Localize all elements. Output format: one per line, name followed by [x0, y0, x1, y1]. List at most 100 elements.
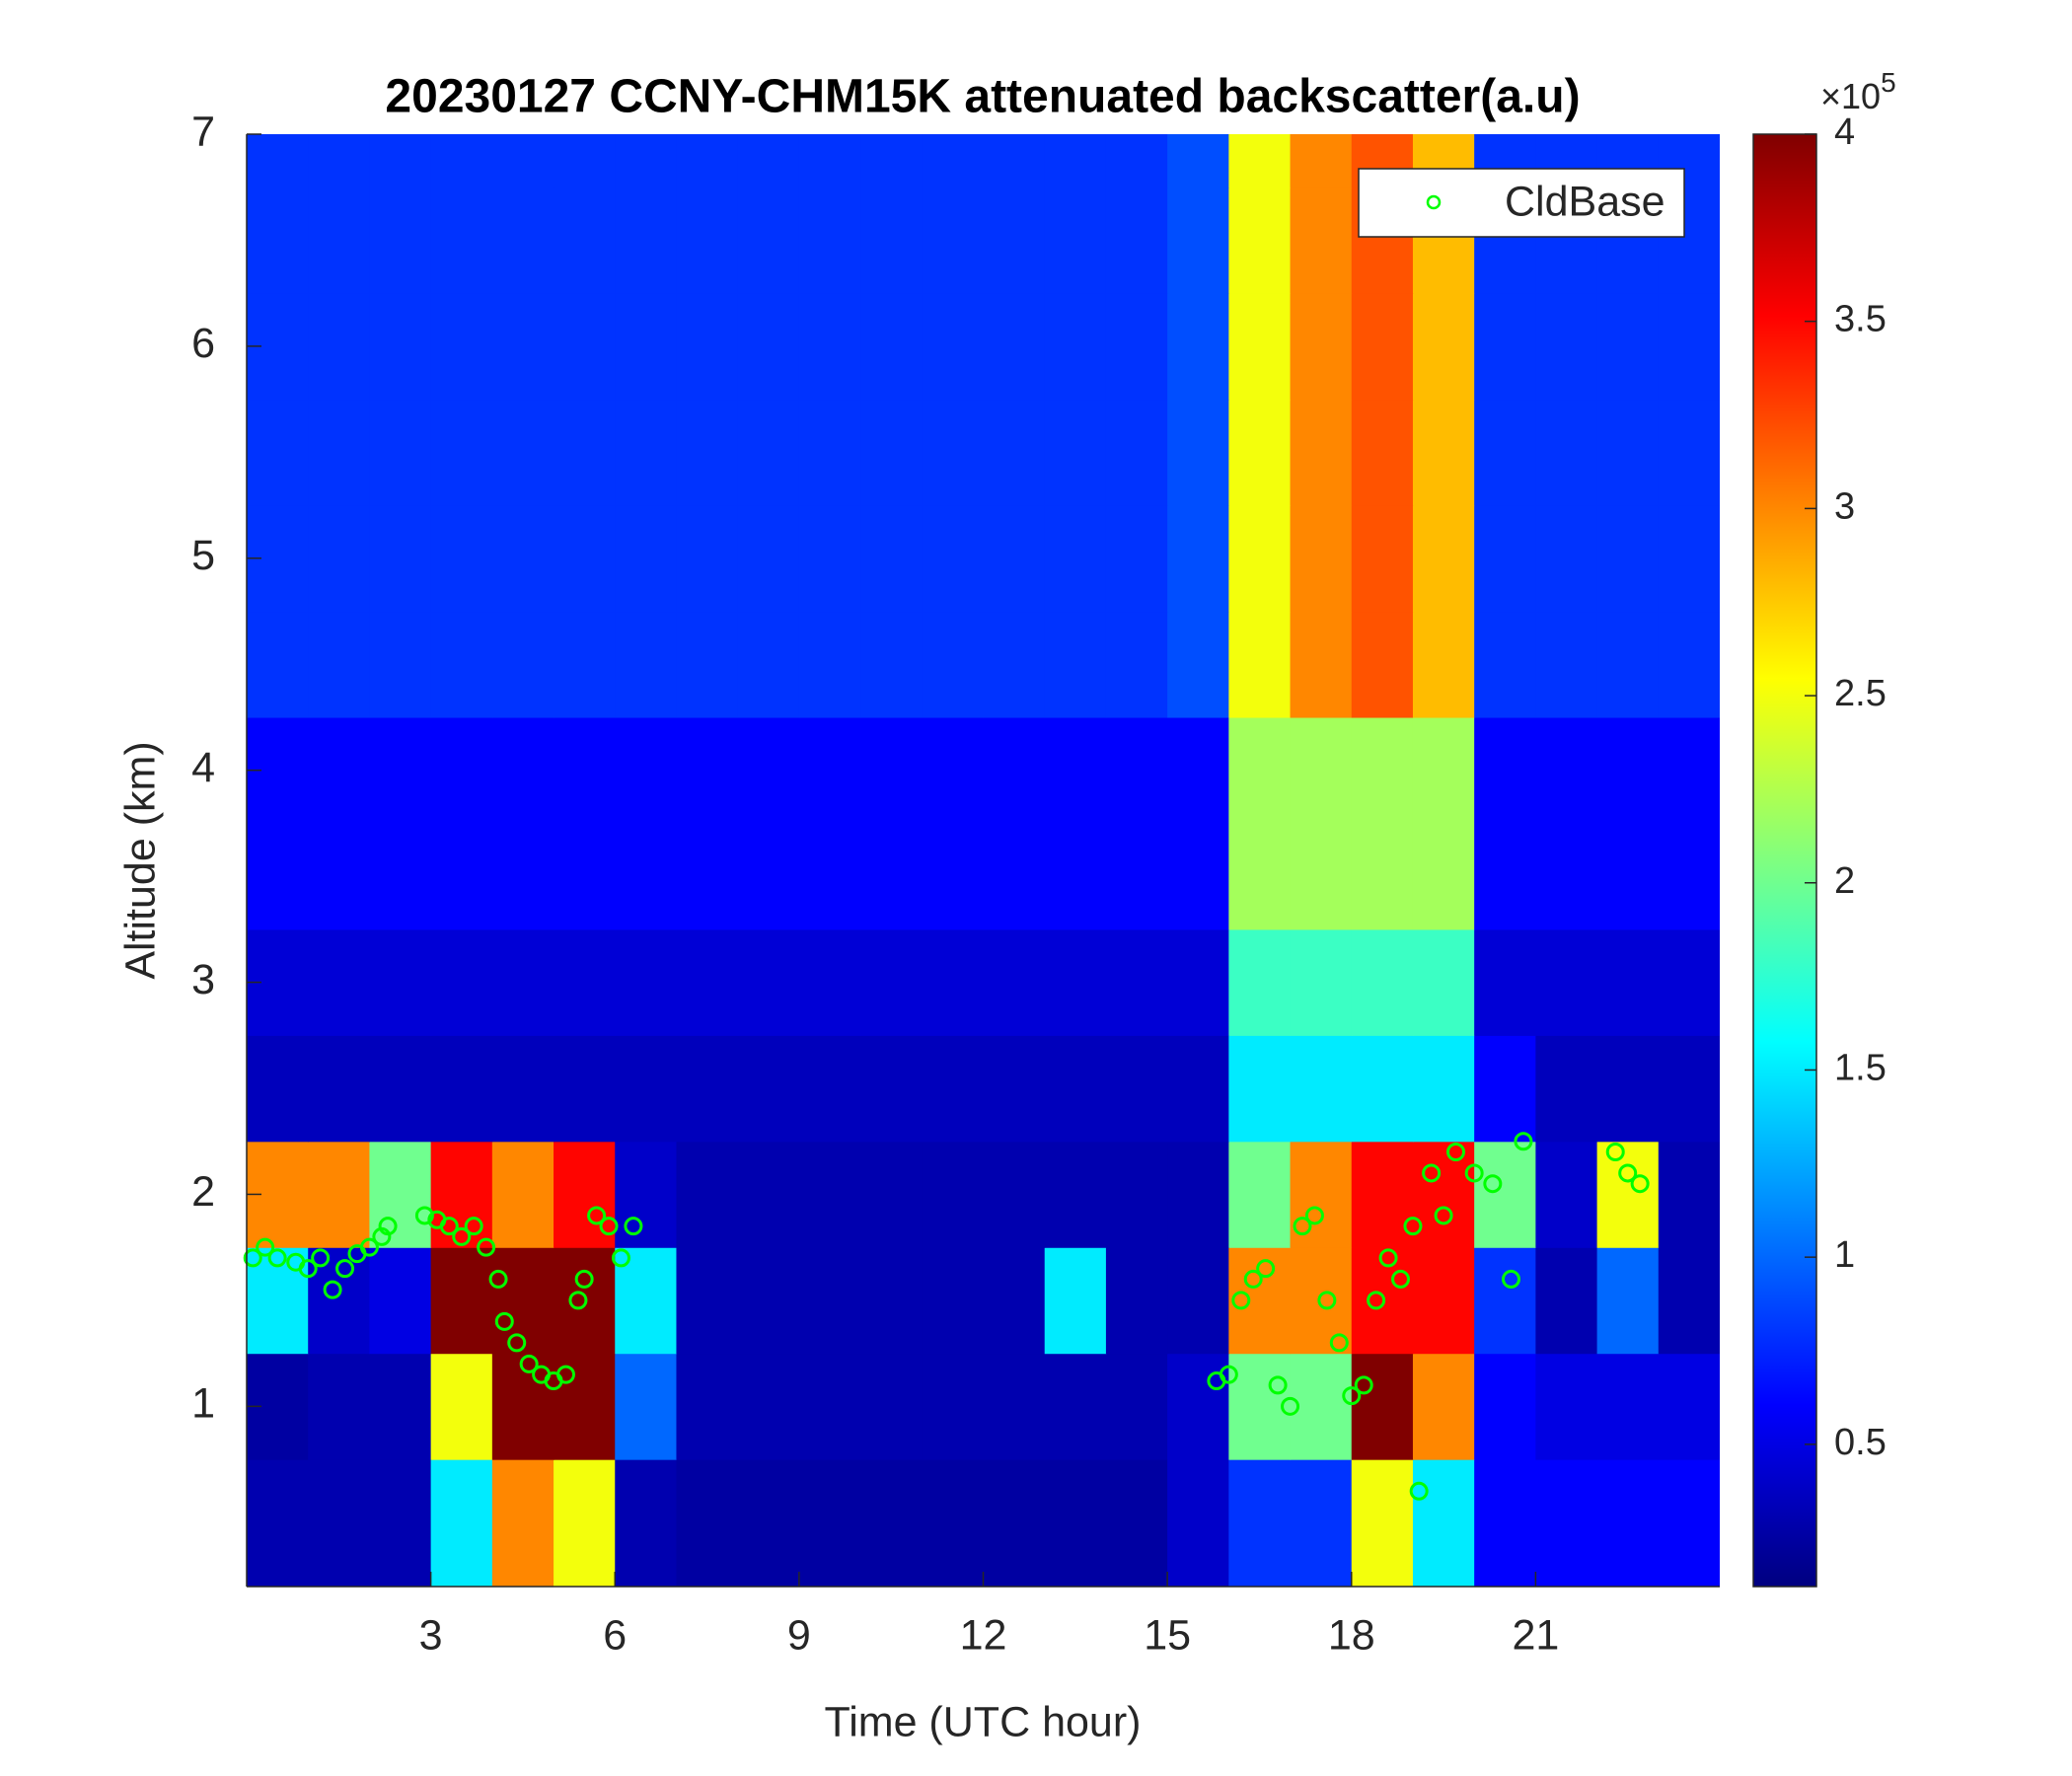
heat-cell: [1290, 186, 1353, 294]
heat-cell: [860, 1141, 923, 1248]
heat-cell: [1228, 505, 1292, 613]
heat-cell: [1535, 611, 1598, 718]
heat-cell: [676, 1035, 739, 1143]
multiplier-base: ×10: [1820, 76, 1881, 116]
heat-cell: [491, 716, 555, 824]
heat-cell: [430, 1459, 493, 1587]
heat-cell: [615, 399, 678, 506]
heat-cell: [676, 928, 739, 1036]
heat-cell: [1412, 611, 1475, 718]
heat-cell: [1596, 611, 1660, 718]
heat-cell: [1105, 1035, 1168, 1143]
heat-cell: [798, 716, 861, 824]
colorbar-tick-label: 1: [1834, 1234, 1855, 1276]
heat-cell: [860, 611, 923, 718]
heat-cell: [860, 134, 923, 188]
heat-cell: [1596, 928, 1660, 1036]
heat-cell: [247, 823, 309, 930]
heat-cell: [1228, 716, 1292, 824]
heat-cell: [798, 611, 861, 718]
heat-cell: [1290, 1247, 1353, 1355]
heat-cell: [676, 1353, 739, 1460]
heat-cell: [491, 823, 555, 930]
y-tick-label: 4: [191, 744, 215, 791]
heat-cell: [1290, 134, 1353, 188]
cloud-base-point: [1378, 1248, 1398, 1268]
heat-cell: [369, 1353, 432, 1460]
heat-cell: [1228, 134, 1292, 188]
heat-cell: [430, 505, 493, 613]
heat-cell: [860, 1353, 923, 1460]
cloud-base-point: [1605, 1142, 1625, 1161]
heat-cell: [1658, 928, 1720, 1036]
heat-cell: [1105, 611, 1168, 718]
cloud-base-point: [488, 1269, 508, 1289]
heat-cell: [1167, 399, 1229, 506]
heat-cell: [430, 293, 493, 401]
heat-cell: [1290, 1035, 1353, 1143]
multiplier-exponent: 5: [1881, 67, 1896, 98]
heat-cell: [1105, 1353, 1168, 1460]
heat-cell: [554, 505, 616, 613]
heat-cell: [798, 823, 861, 930]
heat-cell: [247, 1247, 309, 1355]
heat-cell: [1474, 823, 1536, 930]
heat-cell: [1044, 716, 1107, 824]
heat-cell: [676, 1247, 739, 1355]
heat-cell: [676, 823, 739, 930]
heat-cell: [1658, 505, 1720, 613]
heat-cell: [369, 505, 432, 613]
heat-cell: [369, 716, 432, 824]
heat-cell: [860, 1247, 923, 1355]
heat-cell: [922, 928, 985, 1036]
heat-cell: [1351, 823, 1414, 930]
heat-cell: [1105, 186, 1168, 294]
heat-cell: [1105, 293, 1168, 401]
heat-cell: [983, 1141, 1046, 1248]
y-tick-label: 2: [191, 1168, 215, 1216]
heat-cell: [860, 399, 923, 506]
cloud-base-point: [1256, 1259, 1276, 1279]
heat-cell: [1228, 293, 1292, 401]
heat-cell: [615, 1247, 678, 1355]
heat-cell: [860, 928, 923, 1036]
heat-cell: [860, 716, 923, 824]
x-tick-label: 18: [1328, 1611, 1375, 1659]
heat-cell: [1412, 1353, 1475, 1460]
heat-cell: [1228, 1035, 1292, 1143]
heat-cell: [491, 134, 555, 188]
heat-cell: [922, 823, 985, 930]
heat-cell: [1596, 1141, 1660, 1248]
heat-cell: [1044, 1353, 1107, 1460]
cloud-base-point: [1630, 1174, 1650, 1194]
heat-cell: [1228, 1141, 1292, 1248]
heat-cell: [1228, 611, 1292, 718]
heat-cell: [1105, 823, 1168, 930]
heat-cell: [1044, 1247, 1107, 1355]
cloud-base-point: [599, 1217, 619, 1236]
heat-cell: [308, 505, 371, 613]
heat-cell: [615, 928, 678, 1036]
heat-cell: [1290, 823, 1353, 930]
heat-cell: [1412, 505, 1475, 613]
heat-cell: [369, 611, 432, 718]
heat-cell: [615, 716, 678, 824]
cloud-base-point: [494, 1311, 514, 1331]
heat-cell: [615, 1035, 678, 1143]
heat-cell: [1596, 1459, 1660, 1587]
cloud-base-point: [587, 1206, 607, 1225]
heat-cell: [676, 134, 739, 188]
heat-cell: [554, 186, 616, 294]
heat-cell: [922, 134, 985, 188]
x-tick-label: 9: [787, 1611, 811, 1659]
heat-cell: [798, 186, 861, 294]
cloud-base-point: [1391, 1269, 1411, 1289]
heat-cell: [615, 1459, 678, 1587]
heat-cell: [676, 611, 739, 718]
heat-cell: [737, 1459, 800, 1587]
x-tick-label: 6: [603, 1611, 627, 1659]
y-tick-label: 1: [191, 1380, 215, 1428]
heat-cell: [860, 186, 923, 294]
cloud-base-point: [1219, 1365, 1238, 1384]
